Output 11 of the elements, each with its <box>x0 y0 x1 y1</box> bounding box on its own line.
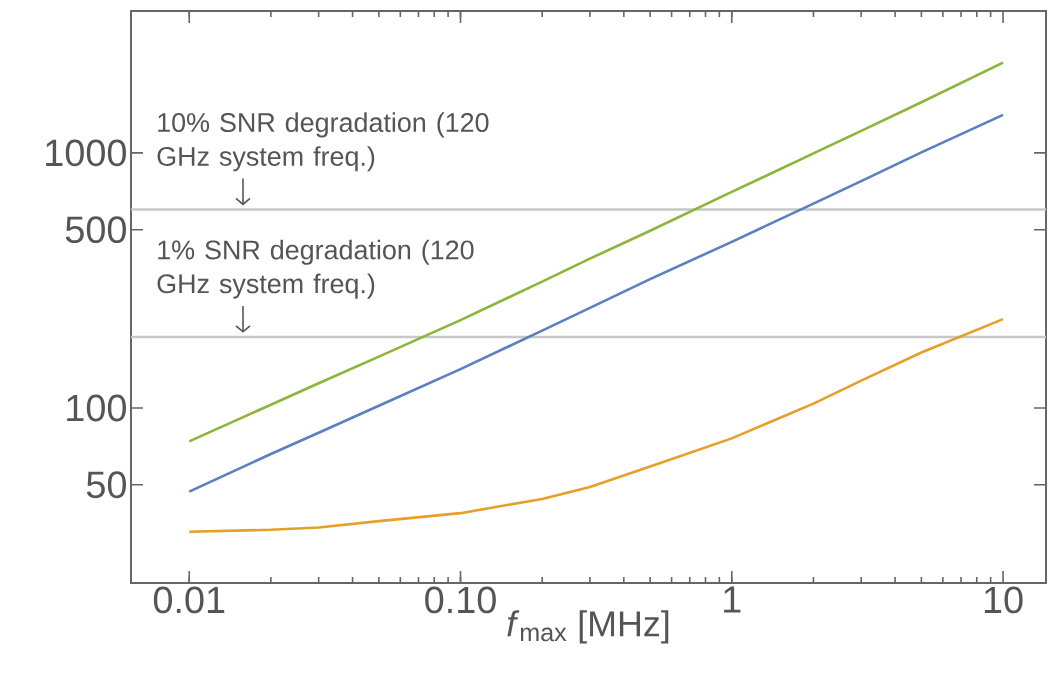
y-tick-label: 1000 <box>46 139 126 167</box>
y-tick-label: 100 <box>67 394 126 422</box>
ref-line-label: 10% SNR degradation (120 GHz system freq.) <box>157 112 489 172</box>
x-tick-label: 0.10 <box>425 586 496 614</box>
y-tick-label: 500 <box>65 216 126 244</box>
x-tick-label: 1 <box>724 586 741 613</box>
ref-line-label: 1% SNR degradation (120 GHz system freq.) <box>157 239 474 299</box>
y-tick-label: 50 <box>86 471 126 499</box>
x-tick-label: 0.01 <box>153 586 225 614</box>
x-axis-title: f$_{max}$ [MHz] <box>507 610 669 644</box>
x-tick-label: 10 <box>984 586 1023 614</box>
